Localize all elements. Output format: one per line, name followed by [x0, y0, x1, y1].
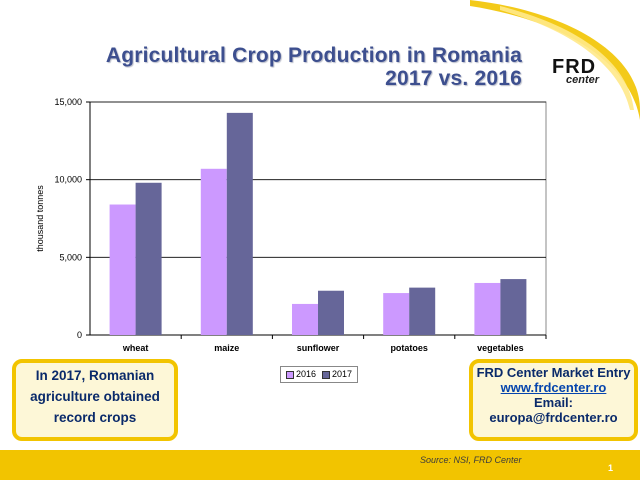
bar-2017-wheat	[135, 182, 162, 335]
email-label: Email:	[533, 395, 573, 410]
page-number: 1	[608, 463, 614, 473]
bar-2016-sunflower	[292, 303, 318, 335]
frd-center-logo: FRD center	[552, 56, 622, 90]
x-tick-label: wheat	[122, 343, 149, 353]
bar-2017-maize	[226, 112, 253, 335]
chart-legend: 2016 2017	[280, 366, 358, 383]
x-tick-label: maize	[214, 343, 239, 353]
website-link[interactable]: www.frdcenter.ro	[500, 380, 607, 395]
y-axis-label: thousand tonnes	[35, 185, 45, 252]
legend-label-2017: 2017	[332, 369, 353, 379]
bar-2016-wheat	[109, 204, 136, 335]
chart-title-line1: Agricultural Crop Production in Romania	[105, 44, 522, 67]
bar-2017-potatoes	[409, 287, 436, 335]
bar-2016-vegetables	[474, 282, 501, 335]
bar-2017-sunflower	[318, 290, 344, 335]
legend-swatch-2017	[322, 371, 330, 379]
y-tick-label: 0	[77, 330, 82, 340]
bar-2016-potatoes	[383, 293, 410, 335]
x-tick-label: sunflower	[297, 343, 340, 353]
footer-bar	[0, 450, 640, 480]
y-tick-label: 10,000	[54, 175, 82, 185]
highlight-line1: In 2017, Romanian	[35, 368, 155, 383]
legend-swatch-2016	[286, 371, 294, 379]
chart-title-line2: 2017 vs. 2016	[385, 67, 522, 90]
highlight-line2: agriculture obtained	[30, 389, 160, 404]
highlight-line3: record crops	[53, 410, 137, 425]
bar-2016-maize	[200, 168, 227, 335]
contact-box: FRD Center Market Entry www.frdcenter.ro…	[469, 359, 638, 441]
highlight-box: In 2017, Romanian agriculture obtained r…	[12, 359, 178, 441]
bar-2017-vegetables	[500, 279, 527, 335]
x-tick-label: potatoes	[390, 343, 428, 353]
source-note: Source: NSI, FRD Center	[420, 455, 522, 465]
x-tick-label: vegetables	[477, 343, 524, 353]
y-tick-label: 15,000	[54, 97, 82, 107]
email-address[interactable]: europa@frdcenter.ro	[489, 410, 618, 425]
legend-label-2016: 2016	[296, 369, 317, 379]
logo-main-text: FRD	[552, 56, 597, 78]
y-tick-label: 5,000	[59, 252, 82, 262]
logo-sub-text: center	[566, 74, 600, 86]
contact-heading: FRD Center Market Entry	[476, 365, 631, 380]
